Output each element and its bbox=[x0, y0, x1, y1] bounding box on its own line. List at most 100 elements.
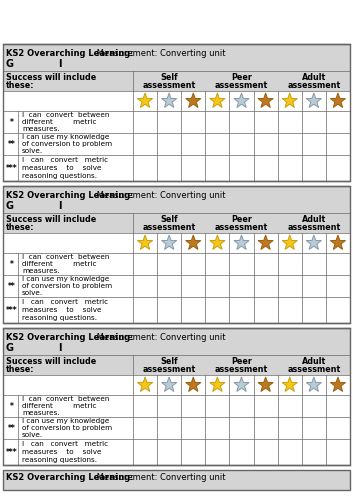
Polygon shape bbox=[258, 377, 273, 392]
Text: measures    to    solve: measures to solve bbox=[22, 307, 102, 313]
Text: assessment: assessment bbox=[215, 82, 268, 90]
Text: assessment: assessment bbox=[215, 366, 268, 374]
Polygon shape bbox=[186, 377, 201, 392]
Text: Peer: Peer bbox=[231, 358, 252, 366]
Text: these:: these: bbox=[6, 366, 35, 374]
Text: Measurement: Converting unit: Measurement: Converting unit bbox=[94, 48, 226, 58]
Text: I   can   convert   metric: I can convert metric bbox=[22, 299, 108, 305]
Polygon shape bbox=[306, 235, 322, 250]
Text: of conversion to problem: of conversion to problem bbox=[22, 425, 112, 431]
Polygon shape bbox=[282, 377, 297, 392]
Text: G: G bbox=[6, 201, 14, 211]
Text: different         metric: different metric bbox=[22, 261, 96, 267]
Text: these:: these: bbox=[6, 82, 35, 90]
Polygon shape bbox=[258, 93, 273, 108]
Text: Adult: Adult bbox=[302, 74, 326, 82]
Polygon shape bbox=[306, 377, 322, 392]
Text: G: G bbox=[6, 343, 14, 353]
Polygon shape bbox=[330, 93, 346, 108]
Text: Self: Self bbox=[160, 74, 178, 82]
Bar bbox=[3, 470, 350, 490]
Text: **: ** bbox=[8, 140, 16, 148]
Text: Measurement: Converting unit: Measurement: Converting unit bbox=[94, 472, 226, 482]
Text: Success will include: Success will include bbox=[6, 358, 96, 366]
Text: reasoning questions.: reasoning questions. bbox=[22, 315, 97, 321]
Text: KS2 Overarching Learning:: KS2 Overarching Learning: bbox=[6, 472, 134, 482]
Polygon shape bbox=[330, 235, 346, 250]
Text: these:: these: bbox=[6, 224, 35, 232]
Bar bbox=[3, 213, 350, 233]
Text: measures    to    solve: measures to solve bbox=[22, 165, 102, 171]
Text: I: I bbox=[58, 59, 61, 69]
Text: KS2 Overarching Learning:: KS2 Overarching Learning: bbox=[6, 190, 134, 200]
Text: I   can   convert   metric: I can convert metric bbox=[22, 157, 108, 163]
Polygon shape bbox=[234, 235, 249, 250]
Text: Adult: Adult bbox=[302, 216, 326, 224]
Bar bbox=[3, 44, 350, 71]
Text: Adult: Adult bbox=[302, 358, 326, 366]
Text: measures    to    solve: measures to solve bbox=[22, 449, 102, 455]
Bar bbox=[3, 417, 350, 439]
Bar bbox=[3, 233, 350, 253]
Text: Self: Self bbox=[160, 358, 178, 366]
Polygon shape bbox=[282, 235, 297, 250]
Bar bbox=[3, 328, 350, 355]
Text: I  can  convert  between: I can convert between bbox=[22, 396, 109, 402]
Text: solve.: solve. bbox=[22, 148, 43, 154]
Text: I  can  convert  between: I can convert between bbox=[22, 254, 109, 260]
Text: solve.: solve. bbox=[22, 432, 43, 438]
Bar bbox=[3, 44, 350, 181]
Text: I can use my knowledge: I can use my knowledge bbox=[22, 418, 109, 424]
Text: reasoning questions.: reasoning questions. bbox=[22, 173, 97, 179]
Polygon shape bbox=[137, 235, 152, 250]
Text: **: ** bbox=[8, 282, 16, 290]
Text: measures.: measures. bbox=[22, 268, 60, 274]
Text: ***: *** bbox=[6, 306, 18, 314]
Text: I can use my knowledge: I can use my knowledge bbox=[22, 134, 109, 140]
Text: different         metric: different metric bbox=[22, 403, 96, 409]
Text: Measurement: Converting unit: Measurement: Converting unit bbox=[94, 190, 226, 200]
Bar bbox=[3, 395, 350, 417]
Polygon shape bbox=[234, 377, 249, 392]
Polygon shape bbox=[137, 93, 152, 108]
Polygon shape bbox=[234, 93, 249, 108]
Text: ***: *** bbox=[6, 448, 18, 456]
Bar bbox=[3, 155, 350, 181]
Bar bbox=[3, 355, 350, 375]
Text: Self: Self bbox=[160, 216, 178, 224]
Polygon shape bbox=[186, 235, 201, 250]
Text: assessment: assessment bbox=[143, 82, 196, 90]
Text: measures.: measures. bbox=[22, 410, 60, 416]
Polygon shape bbox=[210, 93, 225, 108]
Bar bbox=[3, 186, 350, 323]
Text: of conversion to problem: of conversion to problem bbox=[22, 141, 112, 147]
Polygon shape bbox=[210, 377, 225, 392]
Bar bbox=[3, 375, 350, 395]
Text: Success will include: Success will include bbox=[6, 74, 96, 82]
Text: assessment: assessment bbox=[287, 366, 340, 374]
Text: I: I bbox=[58, 201, 61, 211]
Polygon shape bbox=[186, 93, 201, 108]
Text: reasoning questions.: reasoning questions. bbox=[22, 457, 97, 463]
Polygon shape bbox=[162, 93, 177, 108]
Bar bbox=[3, 253, 350, 275]
Text: Peer: Peer bbox=[231, 74, 252, 82]
Bar bbox=[3, 328, 350, 465]
Text: assessment: assessment bbox=[143, 366, 196, 374]
Text: ***: *** bbox=[6, 164, 18, 172]
Polygon shape bbox=[282, 93, 297, 108]
Text: KS2 Overarching Learning:: KS2 Overarching Learning: bbox=[6, 332, 134, 342]
Text: I can use my knowledge: I can use my knowledge bbox=[22, 276, 109, 282]
Text: Success will include: Success will include bbox=[6, 216, 96, 224]
Text: *: * bbox=[10, 260, 14, 268]
Polygon shape bbox=[162, 377, 177, 392]
Text: Peer: Peer bbox=[231, 216, 252, 224]
Bar bbox=[3, 111, 350, 133]
Polygon shape bbox=[162, 235, 177, 250]
Text: of conversion to problem: of conversion to problem bbox=[22, 283, 112, 289]
Polygon shape bbox=[137, 377, 152, 392]
Text: assessment: assessment bbox=[143, 224, 196, 232]
Bar bbox=[3, 133, 350, 155]
Text: **: ** bbox=[8, 424, 16, 432]
Text: measures.: measures. bbox=[22, 126, 60, 132]
